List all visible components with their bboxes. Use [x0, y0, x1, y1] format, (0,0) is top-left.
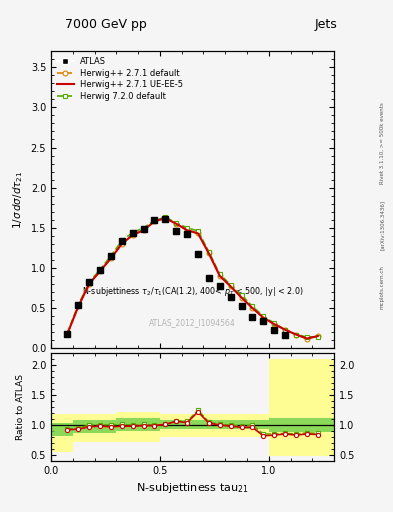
Y-axis label: Ratio to ATLAS: Ratio to ATLAS [16, 374, 25, 440]
Bar [214, 414, 269, 437]
X-axis label: N-subjettiness tau$_{21}$: N-subjettiness tau$_{21}$ [136, 481, 249, 495]
Text: mcplots.cern.ch: mcplots.cern.ch [380, 265, 384, 309]
Legend: ATLAS, Herwig++ 2.7.1 default, Herwig++ 2.7.1 UE-EE-5, Herwig 7.2.0 default: ATLAS, Herwig++ 2.7.1 default, Herwig++ … [55, 55, 185, 102]
Y-axis label: $1/\sigma\,d\sigma/d\tau_{21}$: $1/\sigma\,d\sigma/d\tau_{21}$ [11, 170, 25, 229]
Bar [116, 418, 160, 431]
Bar [269, 418, 334, 432]
Bar [73, 420, 116, 433]
Bar [73, 414, 116, 442]
Bar [160, 414, 214, 437]
Text: ATLAS_2012_I1094564: ATLAS_2012_I1094564 [149, 318, 236, 327]
Bar [51, 414, 73, 452]
Bar [116, 412, 160, 442]
Text: 7000 GeV pp: 7000 GeV pp [65, 18, 147, 31]
Text: Rivet 3.1.10, >= 500k events: Rivet 3.1.10, >= 500k events [380, 102, 384, 184]
Bar [160, 420, 214, 429]
Text: N-subjettiness $\tau_2/\tau_1$(CA(1.2), 400< $p_T$ < 500, |y| < 2.0): N-subjettiness $\tau_2/\tau_1$(CA(1.2), … [82, 285, 303, 297]
Text: [arXiv:1306.3436]: [arXiv:1306.3436] [380, 200, 384, 250]
Bar [51, 423, 73, 436]
Bar [269, 359, 334, 456]
Text: Jets: Jets [315, 18, 338, 31]
Bar [214, 420, 269, 429]
